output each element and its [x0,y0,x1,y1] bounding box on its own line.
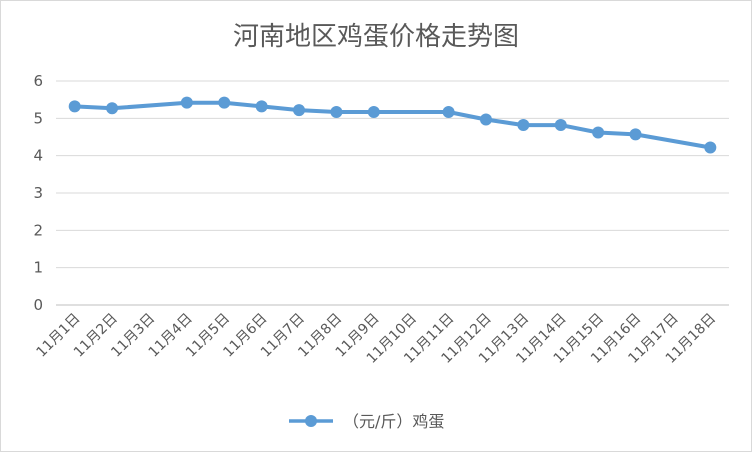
series-line [74,100,711,150]
data-point [592,126,605,139]
data-point [330,105,343,118]
data-point [517,119,530,132]
y-tick-label: 0 [33,296,43,314]
data-point [704,141,717,154]
data-point [106,102,119,115]
y-tick-label: 5 [33,109,43,127]
data-point [629,128,642,141]
y-tick-label: 6 [33,72,43,90]
data-point [255,100,268,113]
data-point [554,119,567,132]
data-point [180,96,193,109]
chart-title: 河南地区鸡蛋价格走势图 [233,22,519,52]
data-point [293,104,306,117]
data-point [218,96,231,109]
data-point [442,105,455,118]
data-point [479,113,492,126]
data-point [367,105,380,118]
x-axis-ticks: 11月1日11月2日11月3日11月4日11月5日11月6日11月7日11月8日… [34,311,720,367]
grid-lines [56,80,729,306]
y-tick-label: 1 [33,259,43,277]
legend: （元/斤）鸡蛋 [289,412,444,431]
series-layer [68,96,717,154]
y-axis-ticks: 0 1 2 3 4 5 6 [33,72,43,314]
legend-marker [305,415,317,427]
legend-label: （元/斤）鸡蛋 [343,412,444,431]
y-tick-label: 3 [33,184,43,202]
y-tick-label: 2 [33,221,43,239]
y-tick-label: 4 [33,147,43,165]
data-point [68,100,81,113]
